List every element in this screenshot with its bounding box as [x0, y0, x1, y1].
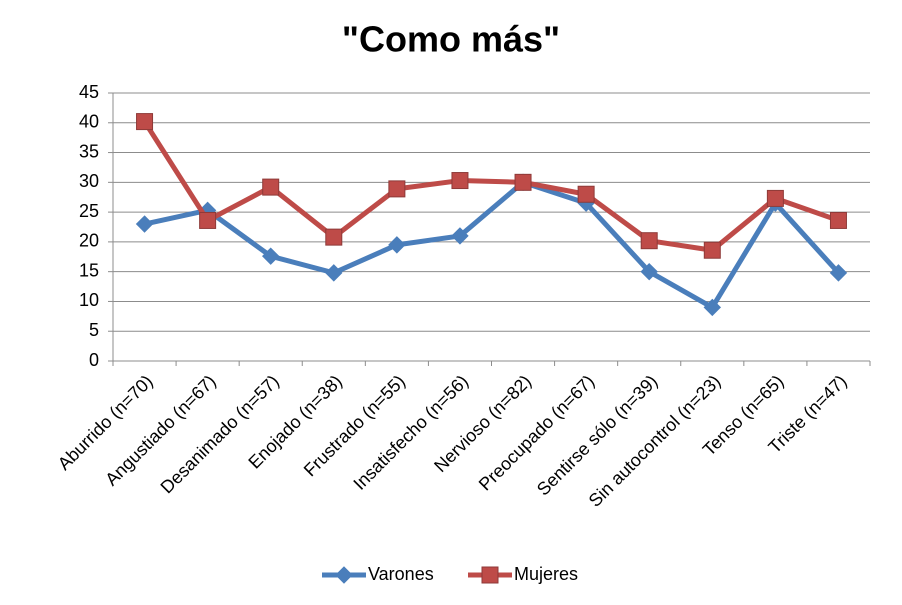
y-tick-label: 10 [79, 290, 99, 310]
x-tick-label: Preocupado (n=67) [475, 371, 598, 494]
point [388, 180, 406, 198]
legend-item: Varones [322, 564, 434, 584]
point [135, 215, 154, 233]
y-tick-label: 45 [79, 82, 99, 102]
x-tick-label: Desanimado (n=57) [157, 371, 283, 497]
point [640, 262, 658, 281]
legend-marker [481, 566, 499, 584]
y-tick-label: 5 [89, 320, 99, 340]
point [199, 211, 217, 229]
point [703, 241, 721, 259]
x-tick-label: Angustiado (n=67) [101, 371, 220, 490]
y-tick-label: 30 [79, 171, 99, 191]
point [136, 113, 154, 131]
chart-title: "Como más" [342, 19, 560, 60]
y-tick-label: 40 [79, 112, 99, 132]
point [325, 228, 343, 246]
point [325, 264, 343, 282]
x-tick-label: Insatisfecho (n=56) [349, 371, 472, 494]
x-tick-label: Sentirse sólo (n=39) [533, 371, 661, 499]
point [514, 173, 532, 191]
point [262, 247, 280, 265]
y-tick-label: 15 [79, 260, 99, 280]
y-tick-label: 0 [89, 350, 99, 370]
point [640, 232, 658, 250]
point [451, 227, 469, 245]
point [829, 264, 848, 282]
y-tick-label: 35 [79, 141, 99, 161]
series-line [142, 120, 840, 253]
point [451, 172, 469, 190]
point [388, 236, 406, 254]
legend-item: Mujeres [468, 564, 578, 584]
point [703, 298, 721, 317]
point [829, 211, 847, 229]
legend-label: Varones [368, 564, 434, 584]
y-tick-label: 25 [79, 201, 99, 221]
legend-label: Mujeres [514, 564, 578, 584]
series-line [144, 179, 841, 310]
y-tick-label: 20 [79, 231, 99, 251]
point [262, 178, 280, 196]
point [577, 185, 595, 203]
point [766, 189, 784, 207]
legend-marker [335, 566, 353, 584]
